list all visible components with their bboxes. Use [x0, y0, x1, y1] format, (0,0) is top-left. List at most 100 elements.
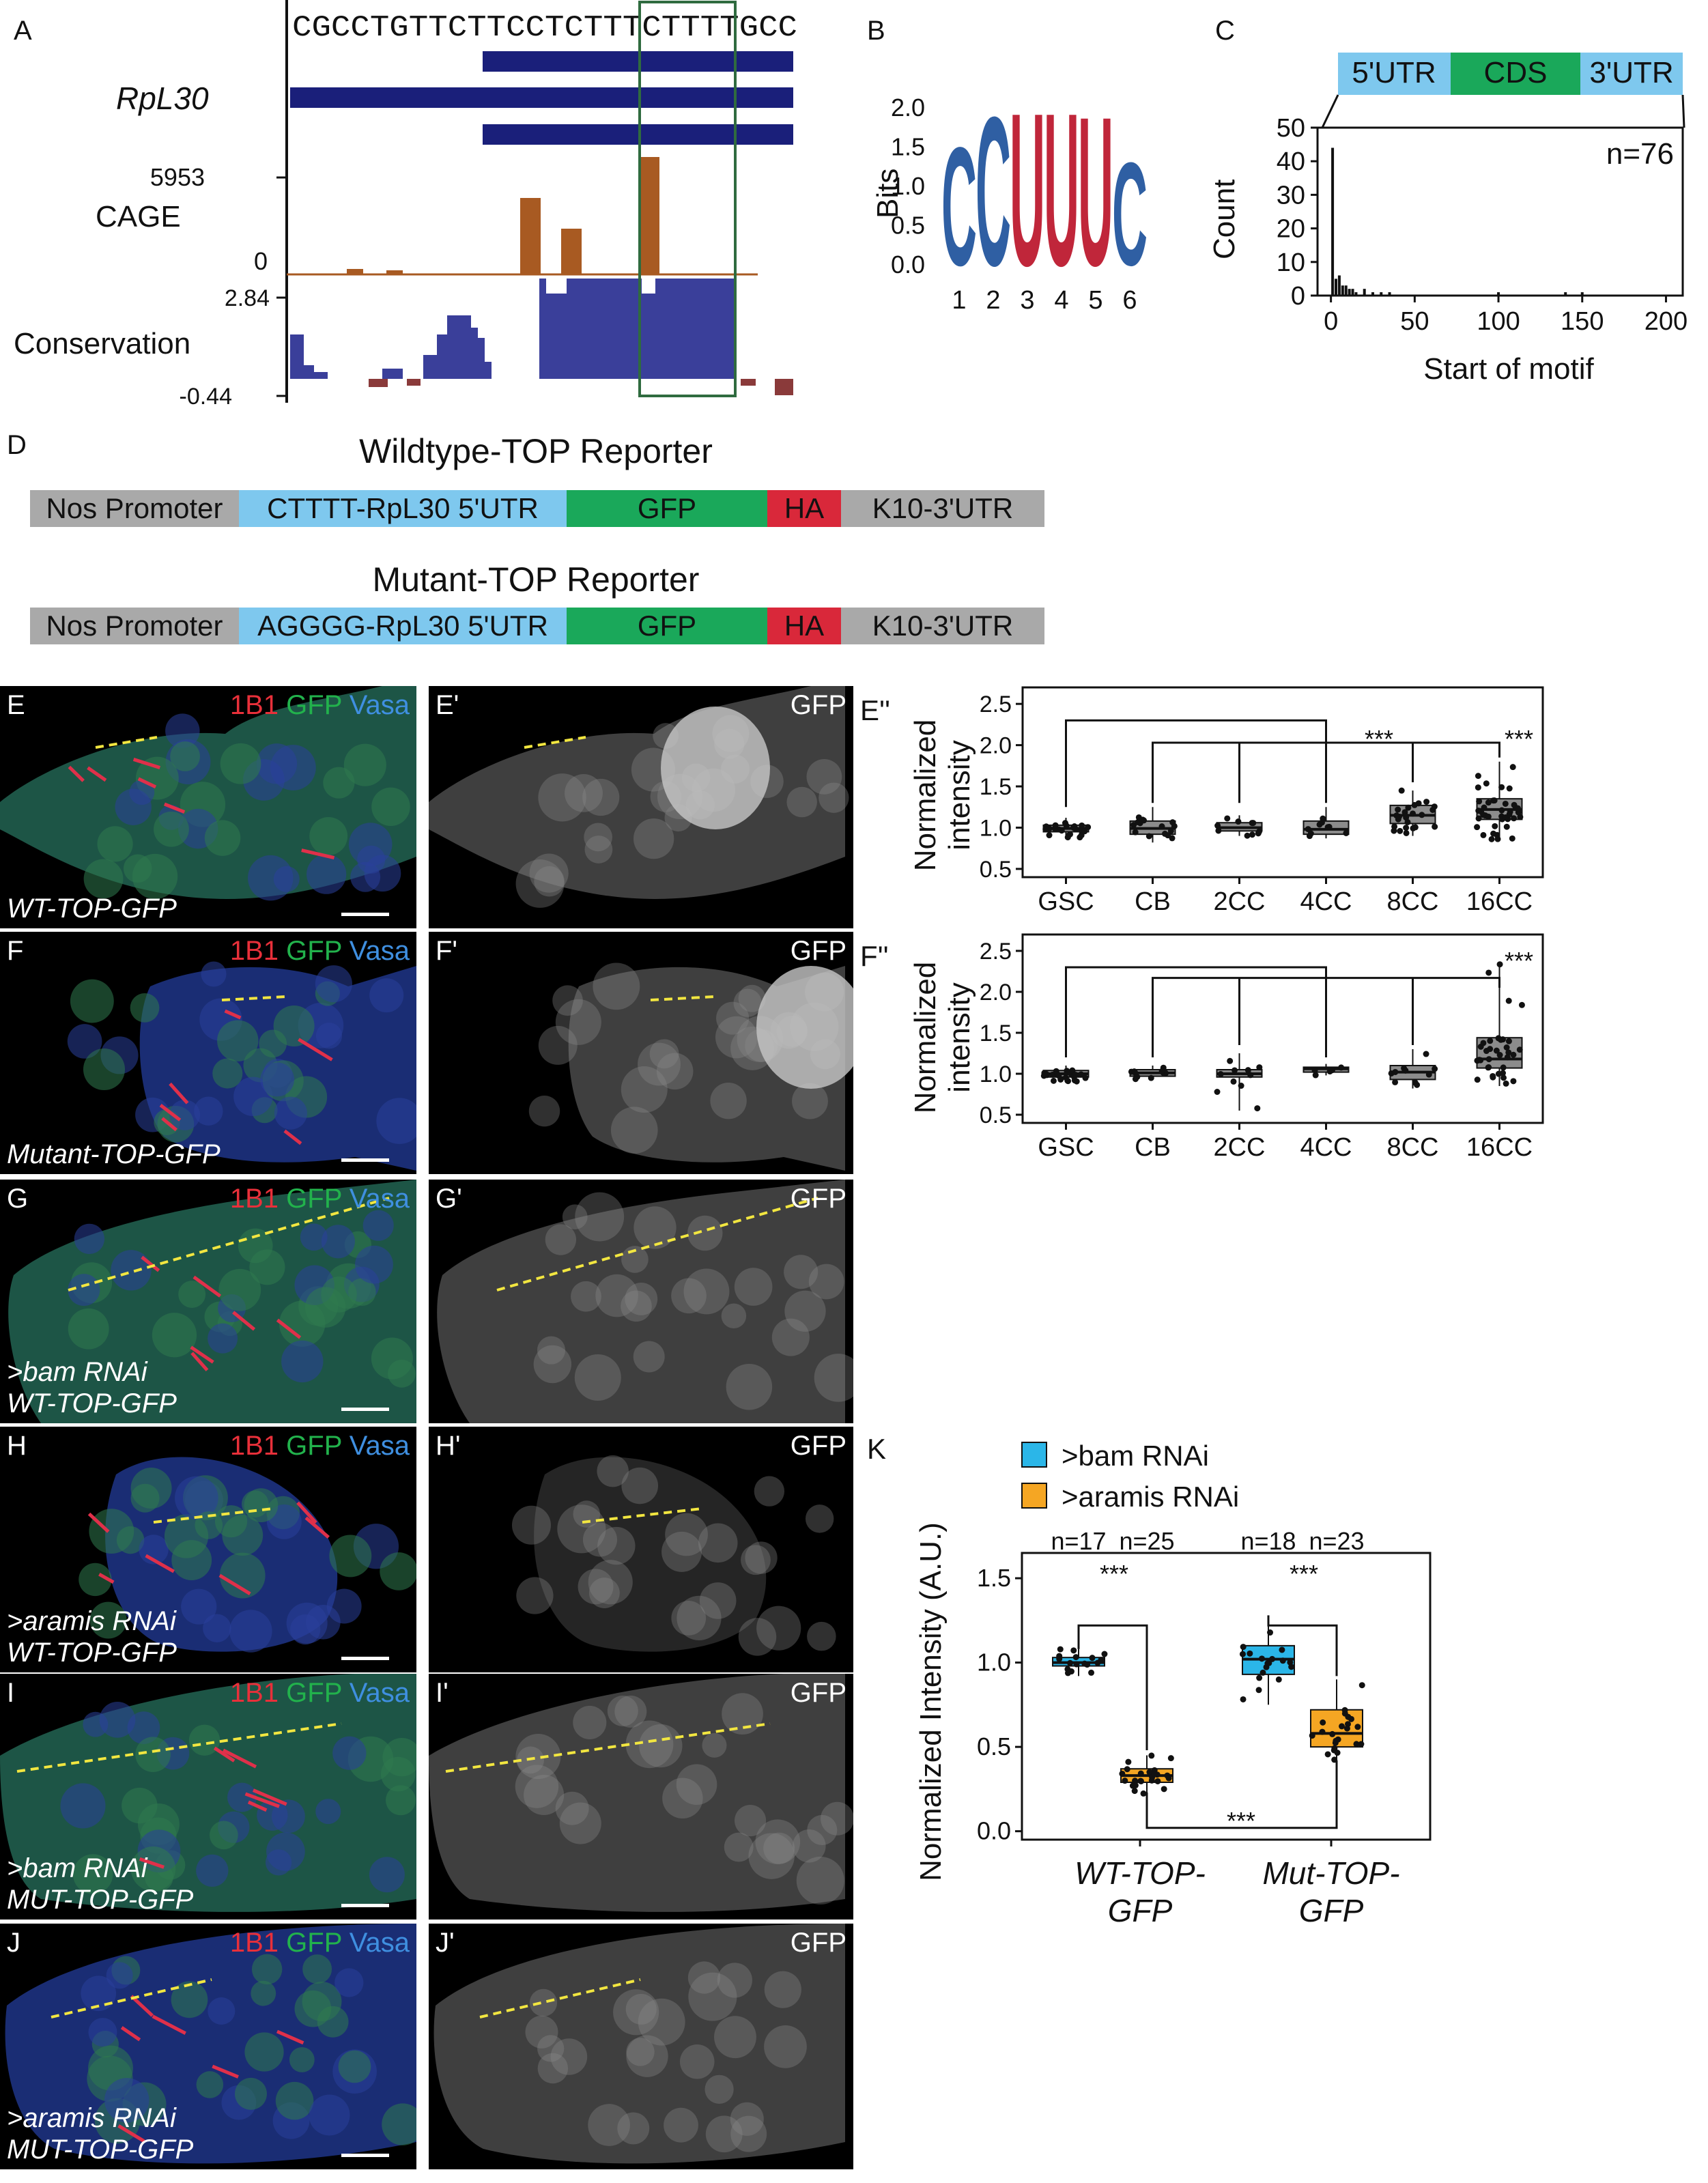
cell [152, 1313, 197, 1358]
panel-letter: I' [436, 1678, 449, 1708]
panel-letter: I [7, 1678, 15, 1708]
panel-letter: G' [436, 1184, 462, 1214]
comparison-bracket [1065, 719, 1327, 808]
cage-max-value: 5953 [150, 163, 205, 191]
genotype-label: >aramis RNAi WT-TOP-GFP [7, 1606, 177, 1668]
data-point [1423, 799, 1430, 805]
micrograph-merge: E 1B1 GFP Vasa WT-TOP-GFP [0, 686, 416, 928]
segment-utr5-label: 5'UTR [1352, 56, 1436, 89]
construct-ha: HA [767, 608, 841, 644]
data-point [1325, 824, 1332, 831]
channel-label: GFP [790, 936, 846, 966]
bright-cyst [661, 707, 770, 829]
cell [208, 1997, 236, 2025]
data-point [1279, 1657, 1286, 1664]
cell [807, 1621, 836, 1651]
cell [588, 1578, 620, 1609]
fusome [117, 2124, 145, 2143]
channel-label: GFP [790, 1928, 846, 1958]
cell [111, 1250, 152, 1291]
data-point [1518, 1001, 1525, 1008]
cell [229, 1610, 272, 1653]
logo-y-tick-label: 1.5 [891, 133, 925, 161]
cell [289, 2047, 315, 2072]
scale-bar [341, 1158, 389, 1162]
cell [130, 1846, 176, 1892]
data-point [1255, 828, 1262, 835]
construct-gfp: GFP [567, 608, 767, 644]
cell [132, 853, 178, 900]
data-point [1057, 1646, 1064, 1653]
logo-position-label: 5 [1088, 286, 1102, 315]
cell [786, 786, 817, 818]
cell [194, 1096, 223, 1126]
scale-bar [341, 1904, 389, 1907]
y-tick-label: 1.5 [977, 1564, 1011, 1592]
cell [555, 999, 601, 1045]
histogram-bar [1341, 285, 1344, 296]
genotype-line: WT-TOP-GFP [7, 1638, 177, 1668]
cell [552, 985, 583, 1016]
channel-label: GFP [790, 1431, 846, 1461]
cell [99, 1702, 136, 1738]
comparison-bracket [1152, 977, 1500, 1057]
cell [154, 811, 189, 847]
bits-axis-label: Bits [871, 169, 905, 218]
cell [321, 1276, 357, 1313]
panel-letter: H [7, 1431, 27, 1461]
data-point [1240, 1644, 1247, 1651]
data-point [1509, 764, 1516, 771]
cell [83, 1048, 126, 1091]
motif-highlight-box [638, 1, 737, 397]
stain-vasa-label: Vasa [349, 1184, 410, 1214]
gene-name: RpL30 [116, 81, 209, 116]
comparison-bracket [1152, 741, 1500, 803]
data-point [1403, 829, 1410, 836]
data-point [1232, 1067, 1238, 1074]
cell [307, 854, 347, 894]
cell [710, 1082, 747, 1119]
data-point [1217, 1071, 1224, 1078]
data-point [1503, 823, 1510, 830]
data-point [1509, 835, 1515, 842]
stain-1b1-label: 1B1 [229, 1928, 279, 1958]
data-point [1516, 1046, 1523, 1053]
data-point [1496, 1052, 1503, 1059]
histogram-bar [1564, 292, 1567, 296]
data-point [1244, 832, 1251, 839]
cell [242, 1490, 269, 1518]
cell [181, 1588, 217, 1625]
micrograph-gfp: I' GFP [429, 1674, 853, 1920]
cell [593, 962, 640, 1010]
niche-marker-line [221, 995, 287, 1001]
fusome [232, 1311, 256, 1331]
stain-gfp-label: GFP [286, 1431, 342, 1461]
data-point [1088, 1669, 1095, 1676]
logo-letter: U [1078, 72, 1113, 311]
cell [68, 1274, 100, 1307]
k-boxplot: 0.0 0.5 1.0 1.5 [977, 1552, 1432, 1846]
fusome [163, 802, 186, 814]
cell [343, 743, 386, 786]
data-point [1392, 1068, 1399, 1075]
cell [169, 1099, 201, 1130]
data-point [1485, 799, 1492, 806]
cell [515, 1734, 561, 1780]
cell [72, 1854, 113, 1894]
tissue-region [433, 1924, 845, 2164]
cell [204, 820, 241, 856]
f2-ylabel-line1: Normalized [909, 962, 942, 1114]
panel-letter-k: K [867, 1433, 886, 1465]
histogram-bar [1351, 289, 1354, 296]
cell [721, 1303, 747, 1328]
data-point [1402, 1067, 1409, 1074]
cell [227, 1782, 257, 1812]
cell [127, 1711, 160, 1744]
cell [698, 1523, 738, 1563]
data-point [1124, 1766, 1130, 1773]
channel-label: GFP [790, 1678, 846, 1708]
data-point [1333, 1737, 1339, 1744]
cell [68, 1308, 109, 1350]
n-label-mut-aramis: n=23 [1309, 1527, 1364, 1555]
data-point [1135, 818, 1141, 825]
